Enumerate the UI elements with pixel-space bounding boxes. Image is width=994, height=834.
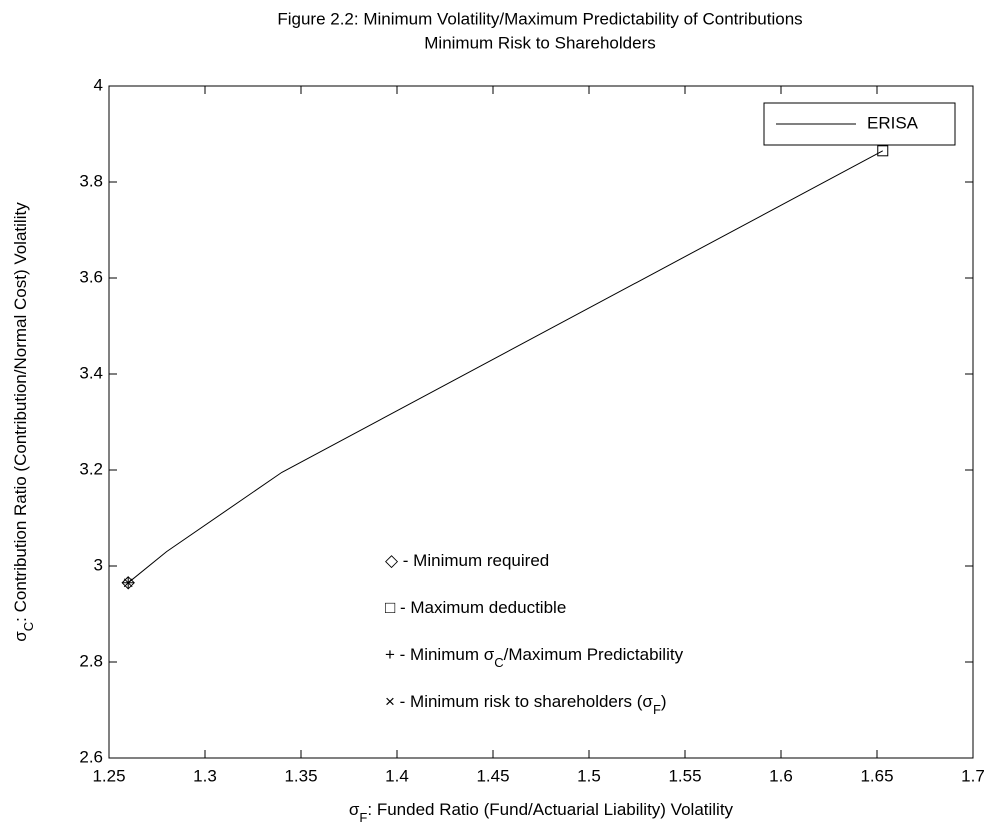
x-tick-label: 1.25	[92, 766, 125, 785]
x-tick-label: 1.35	[284, 766, 317, 785]
y-tick-label: 3.8	[79, 171, 103, 190]
annotation-text: + - Minimum σ	[385, 645, 495, 664]
annotation-text: × - Minimum risk to shareholders (σ	[385, 692, 653, 711]
y-tick-label: 3	[94, 555, 103, 574]
y-tick-label: 2.6	[79, 747, 103, 766]
marker-square	[877, 145, 889, 157]
marker-cross	[123, 578, 133, 588]
legend-box	[763, 102, 956, 146]
legend-label: ERISA	[867, 113, 919, 132]
y-tick-label: 3.2	[79, 459, 103, 478]
y-axis-label-symbol: σ	[11, 631, 30, 642]
x-tick-label: 1.5	[577, 766, 601, 785]
x-tick-label: 1.45	[476, 766, 509, 785]
x-tick-label: 1.3	[193, 766, 217, 785]
x-axis-label-sub: F	[359, 810, 367, 825]
annotation: □ - Maximum deductible	[385, 598, 566, 617]
data-line	[127, 150, 883, 584]
x-axis-label: σF: Funded Ratio (Fund/Actuarial Liabili…	[349, 800, 734, 824]
y-axis-label-text: : Contribution Ratio (Contribution/Norma…	[11, 202, 30, 622]
y-tick-label: 3.4	[79, 363, 103, 382]
y-axis-label: σC: Contribution Ratio (Contribution/Nor…	[11, 202, 35, 642]
chart-title: Figure 2.2: Minimum Volatility/Maximum P…	[277, 9, 802, 28]
x-axis-label-symbol: σ	[349, 800, 360, 819]
annotation: × - Minimum risk to shareholders (σF)	[385, 692, 667, 716]
y-axis-label-sub: C	[21, 622, 36, 631]
annotation: + - Minimum σC/Maximum Predictability	[385, 645, 684, 669]
annotation-text: )	[661, 692, 667, 711]
y-tick-label: 4	[94, 75, 103, 94]
annotation-text: /Maximum Predictability	[504, 645, 684, 664]
annotation-sub: F	[653, 702, 661, 717]
annotation-text: ◇ - Minimum required	[385, 551, 549, 570]
plot-frame	[108, 85, 974, 759]
x-tick-label: 1.6	[769, 766, 793, 785]
annotation-text: □ - Maximum deductible	[385, 598, 566, 617]
x-tick-label: 1.7	[961, 766, 985, 785]
chart-subtitle: Minimum Risk to Shareholders	[424, 33, 655, 52]
x-tick-label: 1.55	[668, 766, 701, 785]
annotation-sub: C	[494, 655, 503, 670]
x-axis-label-text: : Funded Ratio (Fund/Actuarial Liability…	[367, 800, 733, 819]
y-tick-label: 3.6	[79, 267, 103, 286]
y-tick-label: 2.8	[79, 651, 103, 670]
x-tick-label: 1.4	[385, 766, 409, 785]
x-tick-label: 1.65	[860, 766, 893, 785]
annotation: ◇ - Minimum required	[385, 551, 549, 570]
